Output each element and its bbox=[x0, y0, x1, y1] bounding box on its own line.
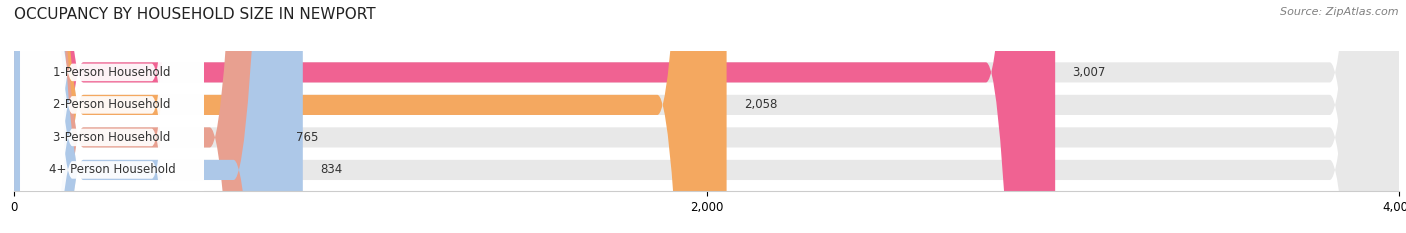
Text: 765: 765 bbox=[297, 131, 319, 144]
Text: OCCUPANCY BY HOUSEHOLD SIZE IN NEWPORT: OCCUPANCY BY HOUSEHOLD SIZE IN NEWPORT bbox=[14, 7, 375, 22]
FancyBboxPatch shape bbox=[14, 0, 302, 233]
FancyBboxPatch shape bbox=[14, 0, 278, 233]
FancyBboxPatch shape bbox=[20, 0, 204, 233]
FancyBboxPatch shape bbox=[14, 0, 1399, 233]
FancyBboxPatch shape bbox=[20, 0, 204, 233]
FancyBboxPatch shape bbox=[14, 0, 1399, 233]
FancyBboxPatch shape bbox=[14, 0, 1399, 233]
Text: 834: 834 bbox=[321, 163, 343, 176]
FancyBboxPatch shape bbox=[14, 0, 727, 233]
Text: 2-Person Household: 2-Person Household bbox=[53, 98, 170, 111]
Text: 2,058: 2,058 bbox=[744, 98, 778, 111]
Text: 3,007: 3,007 bbox=[1073, 66, 1107, 79]
Text: 4+ Person Household: 4+ Person Household bbox=[49, 163, 176, 176]
FancyBboxPatch shape bbox=[20, 0, 204, 233]
FancyBboxPatch shape bbox=[14, 0, 1054, 233]
FancyBboxPatch shape bbox=[20, 0, 204, 233]
Text: 1-Person Household: 1-Person Household bbox=[53, 66, 170, 79]
FancyBboxPatch shape bbox=[14, 0, 1399, 233]
Text: 3-Person Household: 3-Person Household bbox=[53, 131, 170, 144]
Text: Source: ZipAtlas.com: Source: ZipAtlas.com bbox=[1281, 7, 1399, 17]
